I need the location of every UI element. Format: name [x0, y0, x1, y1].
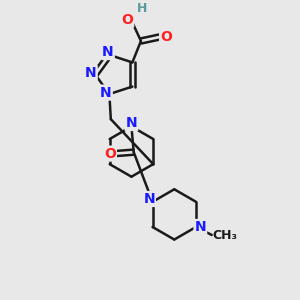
Text: CH₃: CH₃ — [212, 229, 237, 242]
Text: N: N — [143, 192, 155, 206]
Text: O: O — [121, 13, 133, 27]
Text: H: H — [137, 2, 147, 15]
Text: N: N — [194, 220, 206, 234]
Text: N: N — [126, 116, 137, 130]
Text: N: N — [102, 45, 114, 59]
Text: N: N — [85, 66, 97, 80]
Text: O: O — [160, 30, 172, 44]
Text: O: O — [104, 147, 116, 160]
Text: N: N — [100, 85, 112, 100]
